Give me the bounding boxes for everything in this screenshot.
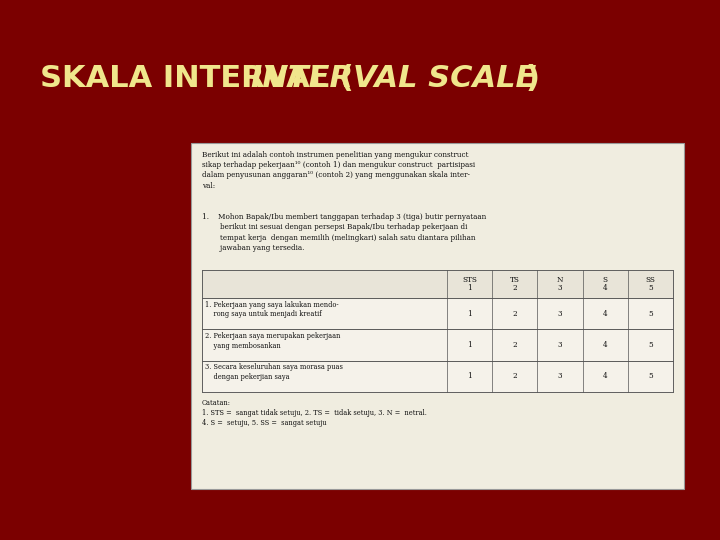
Text: S
4: S 4 <box>603 276 608 292</box>
Text: 1: 1 <box>467 341 472 349</box>
Text: 1.    Mohon Bapak/Ibu memberi tanggapan terhadap 3 (tiga) butir pernyataan
     : 1. Mohon Bapak/Ibu memberi tanggapan ter… <box>202 213 486 252</box>
Text: 3. Secara keseluruhan saya morasa puas
    dengan pekerjian saya: 3. Secara keseluruhan saya morasa puas d… <box>205 363 343 381</box>
Text: 2: 2 <box>513 341 517 349</box>
Text: 1. Pekerjaan yang saya lakukan mendo-
    rong saya untuk menjadi kreatif: 1. Pekerjaan yang saya lakukan mendo- ro… <box>205 301 339 318</box>
Text: 1: 1 <box>467 310 472 318</box>
FancyBboxPatch shape <box>191 143 684 489</box>
Text: N
3: N 3 <box>557 276 563 292</box>
Text: TS
2: TS 2 <box>510 276 520 292</box>
Text: STS
1: STS 1 <box>462 276 477 292</box>
Text: Catatan:
1. STS =  sangat tidak setuju, 2. TS =  tidak setuju, 3. N =  netral.
4: Catatan: 1. STS = sangat tidak setuju, 2… <box>202 399 426 427</box>
Text: 1: 1 <box>467 373 472 380</box>
Text: 5: 5 <box>648 373 653 380</box>
Text: 2: 2 <box>513 310 517 318</box>
Text: ): ) <box>526 64 539 93</box>
Text: 3: 3 <box>558 341 562 349</box>
Bar <box>202 329 673 361</box>
Text: 2. Pekerjaan saya merupakan pekerjaan
    yang membosankan: 2. Pekerjaan saya merupakan pekerjaan ya… <box>205 332 341 349</box>
Text: INTERVAL SCALE: INTERVAL SCALE <box>251 64 536 93</box>
Text: 4: 4 <box>603 310 608 318</box>
Bar <box>202 361 673 392</box>
Text: 5: 5 <box>648 310 653 318</box>
Text: 5: 5 <box>648 341 653 349</box>
Text: SKALA INTERVAL (: SKALA INTERVAL ( <box>40 64 364 93</box>
Text: 4: 4 <box>603 373 608 380</box>
Bar <box>202 270 673 298</box>
Text: 3: 3 <box>558 373 562 380</box>
Text: 4: 4 <box>603 341 608 349</box>
Text: SS
5: SS 5 <box>646 276 655 292</box>
Text: 2: 2 <box>513 373 517 380</box>
Bar <box>202 298 673 329</box>
Text: Berikut ini adalah contoh instrumen penelitian yang mengukur construct
sikap ter: Berikut ini adalah contoh instrumen pene… <box>202 151 474 190</box>
Text: 3: 3 <box>558 310 562 318</box>
